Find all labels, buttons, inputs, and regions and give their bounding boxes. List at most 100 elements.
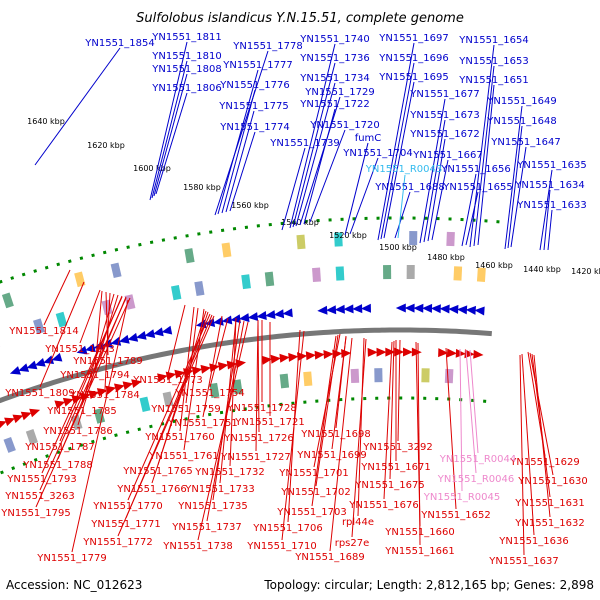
forward-gene-label: YN1551_1677 (409, 89, 480, 100)
reverse-gene-label: YN1551_1803 (44, 344, 115, 355)
reverse-gene-label: YN1551_1794 (59, 370, 130, 381)
reverse-gene-label: YN1551_1786 (42, 426, 113, 437)
reverse-gene-arrow (288, 352, 299, 362)
reverse-gene-label: rps27e (335, 538, 370, 549)
forward-label-leader (507, 125, 523, 249)
forward-gene-arrow (395, 303, 406, 313)
forward-label-leader (299, 96, 341, 226)
forward-gene-label: YN1551_1720 (309, 120, 380, 131)
reverse-gene-label: YN1551_1706 (252, 523, 323, 534)
reverse-gene-arrow (446, 348, 458, 358)
forward-gene-label: YN1551_1808 (151, 64, 222, 75)
rna-forward-leader (397, 174, 406, 239)
inner-dotted-ring (0, 396, 487, 475)
forward-gene-arrow (26, 360, 38, 370)
reverse-gene-arrow (96, 388, 108, 397)
outer-dotted-ring (0, 216, 501, 284)
forward-label-leader (292, 62, 336, 228)
forward-gene-arrow (118, 334, 130, 344)
reverse-label-leader (533, 354, 551, 518)
reverse-gene-label: YN1551_1637 (488, 556, 559, 567)
reverse-gene-label: YN1551_1766 (116, 484, 187, 495)
reverse-label-leader (521, 353, 535, 536)
reverse-gene-label: YN1551_1732 (194, 467, 265, 478)
reverse-label-leader (79, 289, 101, 344)
forward-gene-label: YN1551_1734 (299, 73, 370, 84)
forward-gene-arrow (135, 331, 147, 340)
forward-gene-arrow (273, 309, 285, 319)
forward-label-leader (510, 146, 527, 248)
reverse-gene-arrow (314, 350, 325, 360)
forward-gene-label: YN1551_1777 (222, 60, 293, 71)
reverse-gene-label: YN1551_1733 (184, 484, 255, 495)
forward-gene-arrow (422, 303, 433, 313)
forward-outer-block (296, 234, 306, 250)
forward-gene-arrow (326, 305, 337, 315)
reverse-gene-label: YN1551_1793 (6, 474, 77, 485)
rna-forward-gene-label: YN1551_R0043 (365, 164, 442, 175)
forward-label-leader (229, 131, 256, 212)
reverse-gene-label: YN1551_1726 (223, 433, 294, 444)
forward-outer-block (184, 248, 195, 264)
forward-gene-arrow (343, 304, 354, 314)
forward-gene-label: YN1551_1651 (458, 75, 529, 86)
reverse-gene-label: YN1551_1788 (22, 460, 93, 471)
reverse-gene-arrow (122, 381, 134, 391)
reverse-label-leader (417, 342, 421, 546)
accession-text: Accession: NC_012623 (6, 578, 142, 592)
forward-gene-label: YN1551_1655 (442, 182, 513, 193)
forward-gene-label: YN1551_1656 (440, 164, 511, 175)
forward-gene-arrow (239, 313, 250, 323)
forward-label-leader (349, 157, 379, 235)
reverse-label-leader (357, 337, 365, 517)
reverse-label-leader (43, 269, 71, 326)
forward-gene-arrow (457, 305, 468, 315)
reverse-gene-arrow (20, 411, 32, 421)
reverse-gene-arrow (0, 420, 7, 429)
reverse-annotation-block (421, 368, 430, 383)
forward-gene-label: YN1551_1775 (218, 101, 289, 112)
forward-label-leader (461, 173, 477, 247)
forward-outer-block (446, 231, 455, 247)
reverse-annotation-block (232, 379, 243, 395)
forward-gene-label: YN1551_1635 (516, 160, 587, 171)
forward-label-leader (309, 129, 346, 223)
forward-outer-block (221, 242, 232, 258)
reverse-label-leader (351, 338, 367, 538)
reverse-gene-label: YN1551_1754 (174, 388, 245, 399)
reverse-gene-label: YN1551_1735 (177, 501, 248, 512)
reverse-label-leader (167, 304, 186, 375)
forward-label-leader (153, 73, 188, 197)
reverse-gene-arrow (157, 373, 168, 383)
forward-gene-arrow (153, 327, 164, 337)
reverse-gene-arrow (54, 400, 66, 410)
reverse-gene-arrow (88, 390, 100, 400)
kbp-tick-label: 1460 kbp (475, 261, 513, 270)
forward-label-leader (543, 189, 551, 251)
reverse-label-leader (183, 308, 205, 451)
forward-annotation-block (55, 311, 68, 328)
reverse-gene-label: YN1551_1699 (296, 450, 367, 461)
genome-title: Sulfolobus islandicus Y.N.15.51, complet… (136, 11, 464, 26)
forward-label-leader (151, 60, 188, 199)
forward-gene-label: YN1551_1810 (151, 51, 222, 62)
reverse-gene-label: YN1551_1630 (517, 476, 588, 487)
reverse-gene-arrow (438, 348, 449, 358)
forward-gene-label: YN1551_1697 (378, 33, 449, 44)
forward-gene-label: YN1551_1722 (299, 99, 370, 110)
reverse-gene-arrow (455, 348, 466, 358)
reverse-gene-label: YN1551_1760 (144, 432, 215, 443)
kbp-tick-label: 1500 kbp (379, 243, 417, 252)
reverse-gene-arrow (174, 369, 186, 379)
reverse-gene-label: YN1551_1765 (122, 466, 193, 477)
reverse-gene-label: YN1551_1809 (4, 388, 75, 399)
forward-gene-arrow (360, 303, 371, 313)
reverse-gene-arrow (305, 351, 317, 361)
forward-gene-arrow (439, 304, 450, 314)
reverse-gene-arrow (62, 397, 74, 407)
forward-label-leader (547, 209, 553, 251)
reverse-gene-label: YN1551_1702 (280, 487, 351, 498)
forward-label-leader (303, 108, 336, 225)
forward-gene-label: YN1551_1688 (374, 182, 445, 193)
reverse-label-leader (209, 317, 229, 388)
